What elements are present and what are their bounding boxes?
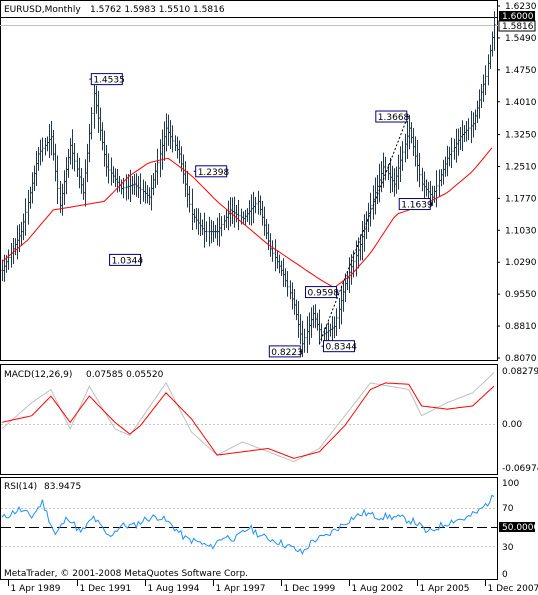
price-axis-label: 1.3250 (505, 131, 537, 141)
price-axis-label: 1.4010 (505, 98, 537, 108)
ohlc-values: 1.5762 1.5983 1.5510 1.5816 (90, 5, 225, 15)
rsi-50-box (499, 522, 535, 532)
rsi-axis-30: 30 (502, 543, 514, 553)
annotation-label: 1.3668 (378, 113, 410, 123)
price-bars (1, 11, 496, 358)
macd-panel-frame (0, 364, 498, 475)
macd-axis-top: 0.08279 (502, 367, 538, 377)
price-axis-label: 0.8810 (505, 322, 537, 332)
macd-values: 0.07585 0.05520 (86, 370, 164, 380)
time-axis-label: 1 Aug 2002 (352, 584, 404, 594)
annotation-box (268, 345, 301, 358)
time-axis-label: 1 Dec 2007 (488, 584, 538, 594)
rsi-line (1, 494, 495, 556)
rsi-axis-70: 70 (502, 504, 514, 514)
annotation-box (195, 165, 228, 178)
rsi-axis-50: 50.0000 (502, 523, 538, 533)
annotation-label: 0.8223 (271, 348, 303, 358)
macd-main-line (1, 372, 495, 463)
trend-line (318, 119, 408, 344)
price-axis-label: 1.0290 (505, 258, 537, 268)
price-axis-label: 1.1770 (505, 194, 537, 204)
price-axis-label: 0.9550 (505, 290, 537, 300)
price-annotations: 1.4535 1.2398 1.0344 0.8223 0.8344 0.9598 1.36… (89, 73, 433, 358)
time-axis-label: 1 Apr 2005 (420, 584, 470, 594)
annotation-box (109, 253, 142, 266)
macd-axis-bottom: -0.06974 (502, 464, 538, 474)
copyright-text: MetaTrader, © 2001-2008 MetaQuotes Softw… (4, 569, 248, 579)
price-axis-label: 1.6230 (505, 2, 537, 12)
annotation-label: 1.2398 (198, 168, 230, 178)
rsi-value: 83.9475 (44, 482, 81, 492)
ask-price-label: 1.5816 (502, 22, 534, 32)
ask-price-box (498, 20, 536, 32)
time-axis-label: 1 Apr 1989 (11, 584, 61, 594)
price-axis-label: 1.4750 (505, 66, 537, 76)
annotation-box (322, 340, 355, 353)
time-axis-label: 1 Apr 1997 (216, 584, 266, 594)
price-axis: 1.6230 1.5490 1.4750 1.4010 1.3250 1.2510 1.17… (497, 2, 537, 364)
time-axis-label: 1 Dec 1999 (284, 584, 336, 594)
rsi-panel-frame (0, 477, 498, 580)
macd-signal-line (1, 382, 495, 459)
annotation-label: 1.1639 (401, 201, 433, 211)
time-axis: 1 Apr 1989 1 Dec 1991 1 Aug 1994 1 Apr 1997… (8, 580, 538, 594)
annotation-label: 0.9598 (308, 289, 340, 299)
price-axis-label: 1.5490 (505, 34, 537, 44)
rsi-axis-100: 100 (502, 479, 519, 489)
macd-label: MACD(12,26,9) (4, 370, 72, 380)
bid-price-box (499, 11, 535, 21)
symbol-timeframe: EURUSD,Monthly (4, 5, 81, 15)
time-axis-label: 1 Dec 1991 (80, 584, 132, 594)
annotation-box (305, 286, 338, 299)
price-axis-label: 1.2510 (505, 162, 537, 172)
bid-price-label: 1.6000 (502, 12, 534, 22)
annotation-label: 1.4535 (93, 76, 125, 86)
price-panel-frame (0, 0, 498, 361)
moving-average-line (1, 147, 493, 289)
rsi-label: RSI(14) (4, 482, 37, 492)
rsi-axis-0: 0 (502, 570, 508, 580)
macd-axis-zero: 0.00 (502, 420, 522, 430)
annotation-box (90, 73, 123, 86)
price-axis-label: 0.8070 (505, 354, 537, 364)
annotation-box (398, 198, 431, 211)
annotation-box (375, 110, 408, 123)
annotation-label: 0.8344 (325, 343, 357, 353)
price-axis-label: 1.1030 (505, 226, 537, 236)
time-axis-label: 1 Aug 1994 (148, 584, 200, 594)
annotation-label: 1.0344 (112, 256, 144, 266)
